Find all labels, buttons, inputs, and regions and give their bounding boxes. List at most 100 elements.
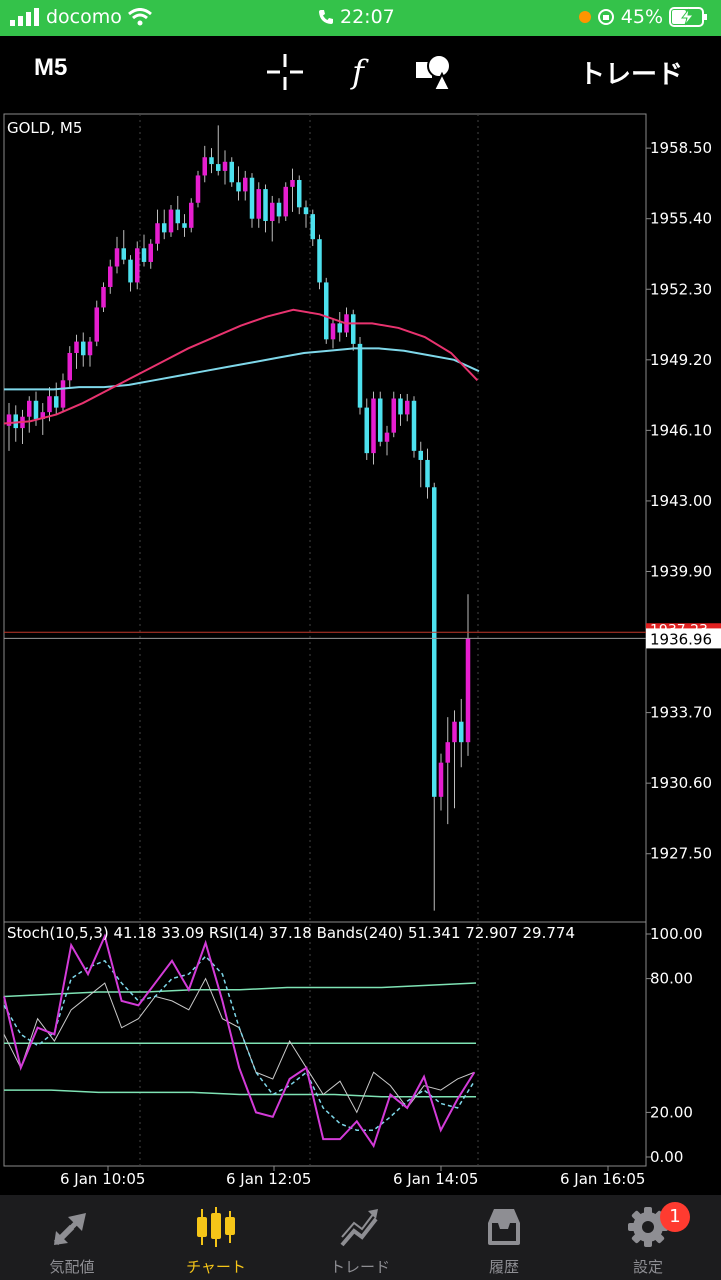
battery-percent: 45% bbox=[620, 6, 663, 28]
function-icon[interactable]: f bbox=[338, 52, 378, 92]
candle-body bbox=[351, 314, 356, 344]
status-bar: docomo 22:07 45% bbox=[0, 0, 721, 36]
candle-body bbox=[297, 180, 302, 208]
indicator-title: Stoch(10,5,3) 41.18 33.09 RSI(14) 37.18 … bbox=[7, 924, 575, 942]
candle-body bbox=[6, 414, 12, 426]
chart-canvas[interactable]: 1958.50 1955.40 1952.30 1949.20 1946.10 1943.… bbox=[0, 110, 721, 1195]
candle-body bbox=[155, 223, 160, 244]
candle-body bbox=[195, 175, 201, 203]
candle-body bbox=[121, 248, 126, 260]
price-tick-label: 1958.50 bbox=[650, 139, 712, 157]
time-axis-label: 6 Jan 16:05 bbox=[560, 1170, 645, 1188]
bands-lower-line bbox=[4, 1089, 476, 1098]
tab-history-label: 履歴 bbox=[488, 1258, 519, 1276]
tab-settings-label: 設定 bbox=[632, 1258, 663, 1276]
candle-body bbox=[330, 323, 336, 340]
objects-icon[interactable] bbox=[414, 52, 454, 92]
price-tick-label: 1939.90 bbox=[650, 562, 712, 580]
candle-body bbox=[135, 248, 140, 283]
candle-body bbox=[465, 638, 471, 743]
candle-body bbox=[168, 209, 174, 233]
tab-settings[interactable]: 設定 bbox=[576, 1195, 720, 1280]
indicator-tick-label: 20.00 bbox=[650, 1103, 693, 1121]
price-tick-label: 1943.00 bbox=[650, 492, 712, 510]
candle-body bbox=[27, 400, 32, 417]
candle-body bbox=[411, 400, 417, 451]
candle-body bbox=[229, 161, 234, 183]
candle-body bbox=[101, 286, 106, 308]
chart-symbol-title: GOLD, M5 bbox=[7, 119, 83, 137]
price-tick-label: 1955.40 bbox=[650, 210, 712, 228]
candle-body bbox=[94, 307, 99, 342]
candle-body bbox=[438, 762, 444, 797]
trade-button[interactable]: トレード bbox=[578, 60, 683, 90]
candle-body bbox=[202, 157, 207, 176]
candle-body bbox=[13, 414, 18, 429]
svg-text:f: f bbox=[350, 53, 369, 91]
tab-quotes[interactable]: 気配値 bbox=[0, 1195, 144, 1280]
stoch-signal-line bbox=[3, 955, 476, 1131]
stoch-main-line bbox=[3, 933, 476, 1149]
chart-frame bbox=[3, 113, 647, 1167]
candle-body bbox=[54, 396, 59, 408]
candle-body bbox=[141, 248, 147, 262]
candle-body bbox=[290, 180, 295, 187]
candle-body bbox=[425, 459, 430, 488]
candle-body bbox=[263, 189, 268, 221]
candle-body bbox=[222, 161, 228, 171]
candle-body bbox=[128, 259, 133, 283]
candle-body bbox=[384, 432, 390, 442]
price-tick-label: 1949.20 bbox=[650, 351, 712, 369]
tab-trade[interactable]: トレード bbox=[288, 1195, 432, 1280]
price-tick-label: 1952.30 bbox=[650, 280, 712, 298]
candle-body bbox=[33, 400, 39, 419]
tab-chart[interactable]: チャート bbox=[144, 1195, 288, 1280]
indicator-tick-label: 100.00 bbox=[650, 925, 703, 943]
chart-area[interactable]: 1958.50 1955.40 1952.30 1949.20 1946.10 1943.… bbox=[0, 110, 721, 1195]
recording-dot-icon bbox=[578, 11, 591, 23]
phone-call-icon bbox=[319, 10, 333, 24]
candle-body bbox=[432, 487, 437, 797]
settings-icon bbox=[628, 1207, 668, 1247]
candle-body bbox=[337, 323, 342, 333]
candle-body bbox=[175, 209, 180, 224]
indicator-tick-label: 80.00 bbox=[650, 970, 693, 988]
candle-body bbox=[47, 396, 52, 413]
tab-chart-label: チャート bbox=[186, 1258, 246, 1276]
tab-quotes-label: 気配値 bbox=[49, 1258, 95, 1276]
clock-time: 22:07 bbox=[340, 6, 395, 28]
candle-body bbox=[459, 721, 464, 743]
time-axis-label: 6 Jan 10:05 bbox=[60, 1170, 145, 1188]
rsi-line bbox=[3, 977, 475, 1114]
crosshair-icon[interactable] bbox=[265, 52, 305, 92]
timeframe-button[interactable]: M5 bbox=[34, 54, 68, 81]
candle-body bbox=[249, 177, 255, 219]
current-price-label: 1936.96 bbox=[650, 630, 712, 648]
tab-trade-label: トレード bbox=[329, 1258, 390, 1276]
candle-body bbox=[317, 239, 322, 283]
candle-body bbox=[236, 182, 241, 192]
settings-notification-badge: 1 bbox=[660, 1202, 690, 1232]
carrier-name: docomo bbox=[46, 6, 122, 28]
candle-body bbox=[60, 380, 66, 408]
candle-body bbox=[371, 398, 376, 454]
price-tick-label: 1927.50 bbox=[650, 845, 712, 863]
wifi-icon bbox=[127, 8, 152, 26]
price-tick-label: 1933.70 bbox=[650, 704, 712, 722]
status-center: 22:07 bbox=[318, 6, 395, 28]
history-icon bbox=[488, 1209, 520, 1245]
price-tick-label: 1946.10 bbox=[650, 421, 712, 439]
signal-icon bbox=[10, 8, 39, 26]
candle-body bbox=[405, 400, 410, 415]
price-tick-label: 1930.60 bbox=[650, 774, 712, 792]
tab-history[interactable]: 履歴 bbox=[432, 1195, 576, 1280]
candle-body bbox=[40, 412, 45, 419]
candle-body bbox=[256, 189, 261, 219]
candle-body bbox=[364, 407, 369, 454]
status-left: docomo bbox=[10, 6, 152, 28]
candle-body bbox=[182, 223, 187, 228]
candle-body bbox=[398, 398, 403, 415]
candle-body bbox=[189, 202, 194, 228]
moving-average-slow bbox=[4, 347, 480, 391]
candle-body bbox=[310, 214, 315, 240]
